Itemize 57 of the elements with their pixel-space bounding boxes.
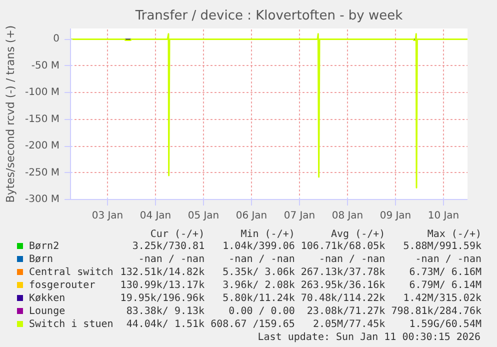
text: 132.51k/14.82k xyxy=(119,266,205,279)
text: -nan / -nan xyxy=(414,253,482,266)
text: 798.81k/284.76k xyxy=(390,305,482,318)
text: 130.99k/13.17k xyxy=(119,279,205,292)
text: 6.73M/ 6.16M xyxy=(408,266,482,279)
legend-label: Central switch xyxy=(28,266,114,279)
x-tick-label: 06 Jan xyxy=(236,210,268,222)
text: Last update: Sun Jan 11 00:30:15 2026 xyxy=(256,331,482,344)
text: Cur (-/+) xyxy=(149,229,205,240)
text: 19.95k/196.96k xyxy=(119,292,205,305)
text: 23.08k/71.27k xyxy=(306,305,386,318)
text: 2.05M/77.45k xyxy=(312,318,386,331)
x-tick-label: 05 Jan xyxy=(188,210,220,222)
text: 106.71k/68.05k xyxy=(300,240,386,253)
text: 5.35k/ 3.06k xyxy=(222,266,295,279)
text: Avg (-/+) xyxy=(330,229,386,240)
y-tick-label: -150 M xyxy=(25,114,60,125)
y-tick-label: -50 M xyxy=(31,60,60,72)
text: 0.00 / 0.00 xyxy=(228,305,295,318)
chart-title: Transfer / device : Klovertoften - by week xyxy=(134,8,404,24)
x-tick-label: 08 Jan xyxy=(332,210,364,222)
legend-label: Lounge xyxy=(28,305,66,318)
text: 6.79M/ 6.14M xyxy=(408,279,482,292)
text: 1.04k/399.06 xyxy=(222,240,295,253)
legend-label: Switch i stuen xyxy=(28,318,114,331)
legend-label: Børn2 xyxy=(28,240,60,253)
y-tick-label: -100 M xyxy=(25,87,60,98)
text: 5.88M/991.59k xyxy=(402,240,482,253)
text: 3.96k/ 2.08k xyxy=(222,279,295,292)
x-tick-label: 04 Jan xyxy=(140,210,172,222)
legend-label: Børn xyxy=(28,253,54,266)
x-tick-label: 10 Jan xyxy=(428,210,460,222)
text: 44.04k/ 1.51k xyxy=(125,318,205,331)
text: 267.13k/37.78k xyxy=(300,266,386,279)
y-tick-label: -250 M xyxy=(25,167,60,178)
y-tick-label: -200 M xyxy=(25,140,60,152)
text: -nan / -nan xyxy=(137,253,205,266)
text: 608.67 /159.65 xyxy=(210,318,295,331)
x-tick-label: 03 Jan xyxy=(92,210,124,222)
text: 263.95k/36.16k xyxy=(300,279,386,292)
text: 70.48k/114.22k xyxy=(300,292,386,305)
x-tick-label: 07 Jan xyxy=(284,210,316,222)
text: -nan / -nan xyxy=(228,253,295,266)
x-tick-label: 09 Jan xyxy=(380,210,412,222)
text: 5.80k/11.24k xyxy=(222,292,295,305)
legend-label: Køkken xyxy=(28,292,66,305)
text: -nan / -nan xyxy=(318,253,386,266)
y-tick-label: 0 xyxy=(53,34,60,45)
y-axis-title: Bytes/second rcvd (-) / trans (+) xyxy=(4,25,17,203)
text: 3.25k/730.81 xyxy=(131,240,205,253)
y-tick-label: -300 M xyxy=(25,194,60,205)
text: 1.42M/315.02k xyxy=(402,292,482,305)
text: 83.38k/ 9.13k xyxy=(125,305,205,318)
text: Max (-/+) xyxy=(426,229,482,240)
text: 1.59G/60.54M xyxy=(408,318,482,331)
legend-label: fosgerouter xyxy=(28,279,96,292)
text: Min (-/+) xyxy=(240,229,295,240)
